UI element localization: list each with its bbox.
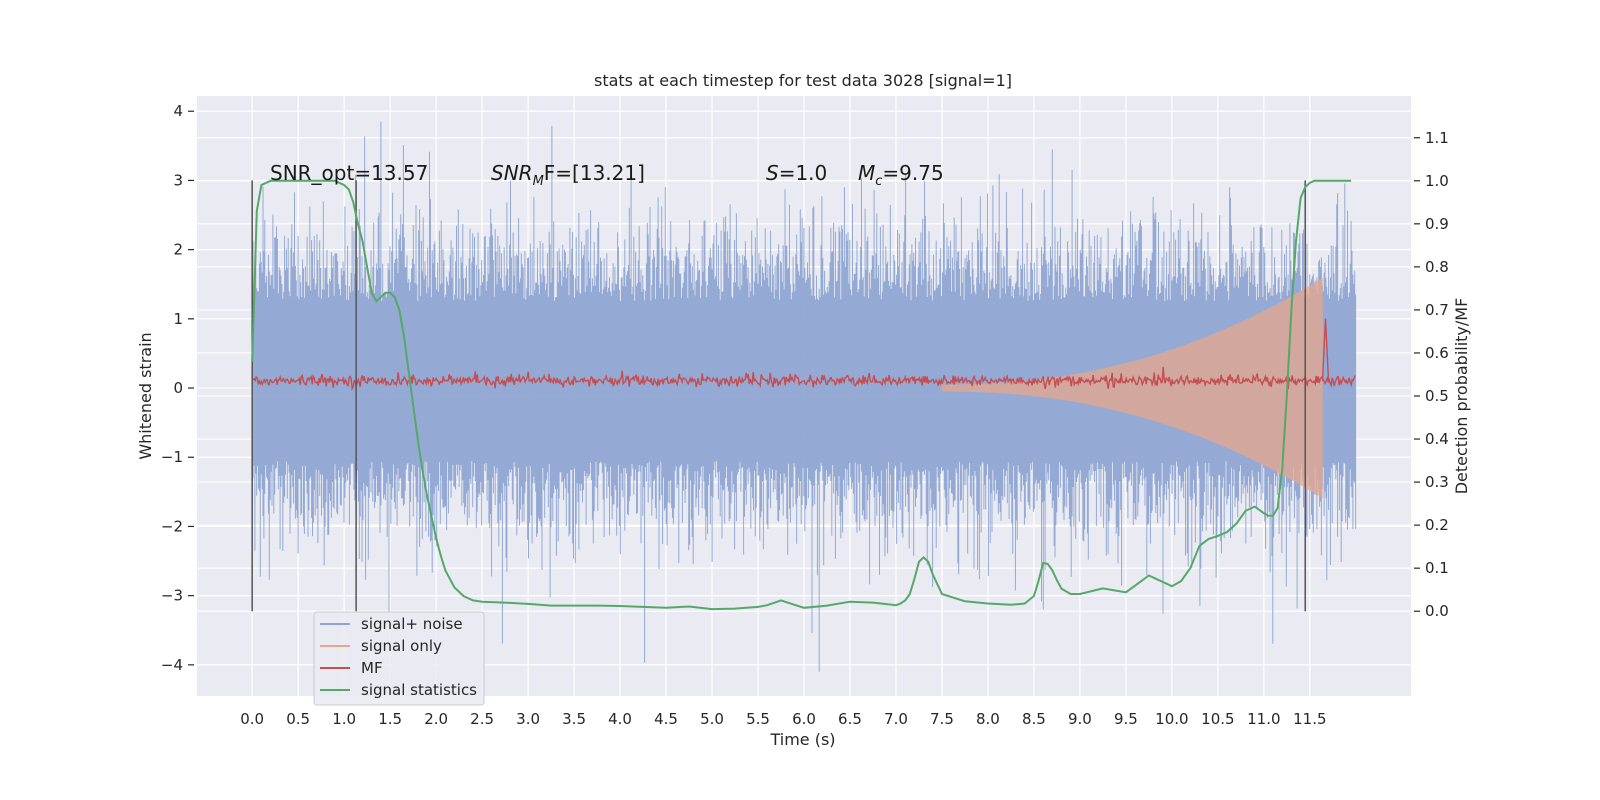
y-right-tick-label: 0.7 <box>1425 301 1449 319</box>
mc-prefix: M <box>858 161 875 185</box>
chart-title: stats at each timestep for test data 302… <box>594 71 1012 90</box>
y-right-tick-label: 0.4 <box>1425 430 1449 448</box>
x-tick-label: 9.5 <box>1114 710 1138 728</box>
mf-series <box>251 318 1356 391</box>
x-tick-label: 5.5 <box>746 710 770 728</box>
signal-only-series <box>942 277 1323 499</box>
x-tick-label: 11.0 <box>1247 710 1280 728</box>
x-tick-label: 0.0 <box>240 710 264 728</box>
legend-label-mf: MF <box>361 659 383 677</box>
x-tick-label: 0.5 <box>286 710 310 728</box>
x-tick-label: 3.0 <box>516 710 540 728</box>
vertical-markers <box>251 180 1306 612</box>
y-right-tick-label: 0.8 <box>1425 258 1449 276</box>
y-left-tick-label: 3 <box>173 171 183 189</box>
x-tick-label: 9.0 <box>1068 710 1092 728</box>
x-tick-label: 7.5 <box>930 710 954 728</box>
x-tick-label: 6.5 <box>838 710 862 728</box>
snr-mf-prefix: SNR <box>491 161 533 185</box>
y-right-tick-label: 0.0 <box>1425 602 1449 620</box>
mc-annotation: Mc=9.75 <box>858 161 944 189</box>
x-tick-label: 5.0 <box>700 710 724 728</box>
x-tick-label: 8.5 <box>1022 710 1046 728</box>
legend-box <box>313 611 485 706</box>
x-tick-label: 6.0 <box>792 710 816 728</box>
y-left-tick-label: 4 <box>173 102 183 120</box>
y-right-tick-label: 1.0 <box>1425 172 1449 190</box>
y-left-tick-label: −2 <box>161 517 183 535</box>
y-right-tick-label: 0.5 <box>1425 387 1449 405</box>
x-tick-label: 4.0 <box>608 710 632 728</box>
x-tick-label: 2.0 <box>424 710 448 728</box>
snr-mf-suffix: F=[13.21] <box>544 161 645 185</box>
mf-trace <box>251 318 1356 391</box>
legend-label-signal-only: signal only <box>361 637 442 655</box>
y-right-tick-label: 0.9 <box>1425 215 1449 233</box>
s-suffix: =1.0 <box>779 161 828 185</box>
x-axis-label: Time (s) <box>769 730 835 749</box>
y-left-tick-label: 2 <box>173 241 183 259</box>
x-tick-label: 7.0 <box>884 710 908 728</box>
x-tick-label: 3.5 <box>562 710 586 728</box>
snr-mf-sub: M <box>533 174 544 189</box>
x-tick-label: 11.5 <box>1293 710 1326 728</box>
signal-statistics-series <box>251 179 1352 611</box>
mc-suffix: =9.75 <box>882 161 943 185</box>
legend: signal+ noise signal only MF signal stat… <box>313 611 485 706</box>
y-left-tick-label: 1 <box>173 310 183 328</box>
y-right-tick-label: 0.6 <box>1425 344 1449 362</box>
x-tick-label: 10.0 <box>1155 710 1188 728</box>
y-right-tick-label: 1.1 <box>1425 129 1449 147</box>
mc-sub: c <box>875 174 882 189</box>
x-tick-label: 2.5 <box>470 710 494 728</box>
x-tick-label: 8.0 <box>976 710 1000 728</box>
legend-label-signal-statistics: signal statistics <box>361 681 477 699</box>
s-prefix: S <box>766 161 779 185</box>
y-axis-right-label: Detection probability/MF <box>1452 298 1471 495</box>
legend-label-signal-noise: signal+ noise <box>361 615 463 633</box>
y-axis-left-label: Whitened strain <box>136 332 155 459</box>
y-left-tick-label: −4 <box>161 656 183 674</box>
y-left-tick-label: −1 <box>161 448 183 466</box>
y-right-tick-label: 0.1 <box>1425 559 1449 577</box>
x-tick-label: 1.0 <box>332 710 356 728</box>
x-tick-label: 10.5 <box>1201 710 1234 728</box>
y-right-tick-label: 0.3 <box>1425 473 1449 491</box>
signal-statistics-trace <box>251 179 1352 611</box>
y-right-tick-label: 0.2 <box>1425 516 1449 534</box>
snr-opt-annotation: SNR_opt=13.57 <box>270 161 428 185</box>
signal-only-trace <box>942 277 1323 499</box>
x-tick-label: 1.5 <box>378 710 402 728</box>
x-tick-label: 4.5 <box>654 710 678 728</box>
y-left-tick-label: −3 <box>161 587 183 605</box>
y-left-tick-label: 0 <box>173 379 183 397</box>
snr-mf-annotation: SNRMF=[13.21] <box>491 161 645 189</box>
s-annotation: S=1.0 <box>766 161 827 185</box>
axis-ticks: 0.0 0.5 1.0 1.5 2.0 2.5 3.0 3.5 4.0 4.5 5.0 5.5 6.0 6… <box>161 102 1449 728</box>
